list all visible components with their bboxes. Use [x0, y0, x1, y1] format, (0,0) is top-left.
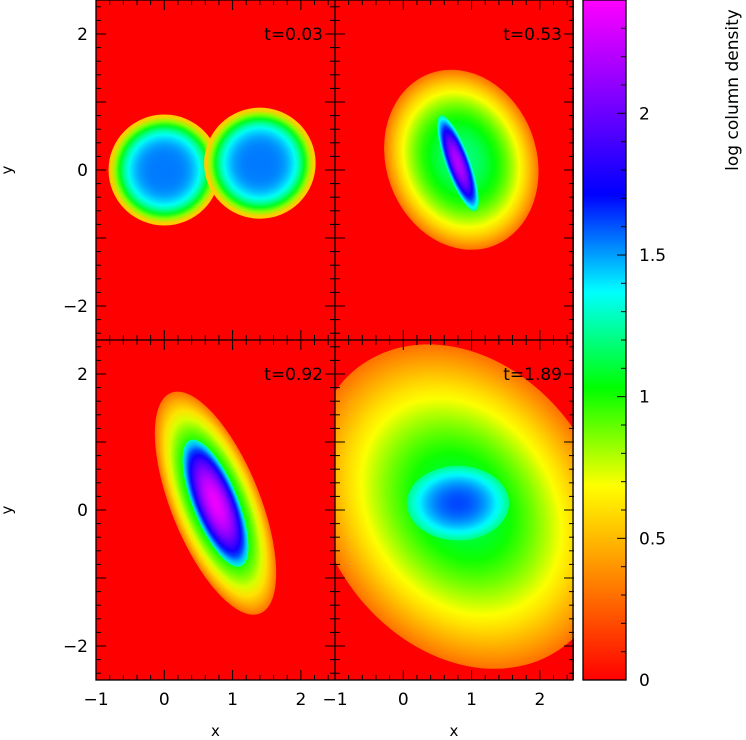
time-label: t=0.53: [503, 25, 562, 45]
x-axis-label: x: [450, 722, 459, 740]
y-tick-label: 2: [77, 25, 88, 45]
density-panel: [96, 340, 335, 680]
x-tick-label: 1: [466, 690, 477, 710]
colorbar-gradient: [583, 0, 626, 680]
x-tick-label: 2: [534, 690, 545, 710]
axis-and-time-labels: −2 0 2 −2 0 2 −1 0 1 2 −1 0 1 2 x x y y t=0.03 t=0.53 t=0.92…: [0, 25, 562, 740]
y-axis-label: y: [0, 505, 16, 514]
y-tick-label: 0: [77, 161, 88, 181]
x-tick-label: 1: [227, 690, 238, 710]
density-panel: [96, 0, 335, 340]
time-label: t=0.92: [264, 365, 323, 385]
x-tick-label: −1: [83, 690, 108, 710]
density-panel: [335, 0, 574, 340]
colorbar-tick-label: 0.5: [639, 529, 666, 549]
colorbar-tick-label: 2: [639, 104, 650, 124]
y-tick-label: 0: [77, 501, 88, 521]
x-axis-label: x: [211, 722, 220, 740]
x-tick-label: 0: [159, 690, 170, 710]
y-tick-label: −2: [63, 637, 88, 657]
colorbar-tick-label: 1: [639, 388, 650, 408]
panel-grid: [96, 0, 574, 680]
y-tick-label: 2: [77, 365, 88, 385]
colorbar: 0 0.5 1 1.5 2 log column density: [582, 0, 743, 691]
density-blob: [406, 465, 510, 541]
panel-frames: [95, 0, 574, 681]
x-tick-label: 0: [398, 690, 409, 710]
density-blob: [182, 439, 249, 567]
x-tick-label: −1: [322, 690, 347, 710]
time-label: t=0.03: [264, 25, 323, 45]
density-blob: [111, 116, 218, 224]
density-panel: [335, 340, 574, 680]
colorbar-tick-label: 1.5: [639, 246, 666, 266]
colorbar-title: log column density: [723, 9, 743, 171]
time-label: t=1.89: [503, 365, 562, 385]
density-blob: [206, 110, 314, 217]
x-tick-label: 2: [295, 690, 306, 710]
y-axis-label: y: [0, 165, 16, 174]
density-blob: [436, 115, 479, 212]
y-tick-label: −2: [63, 297, 88, 317]
colorbar-tick-label: 0: [639, 671, 650, 691]
